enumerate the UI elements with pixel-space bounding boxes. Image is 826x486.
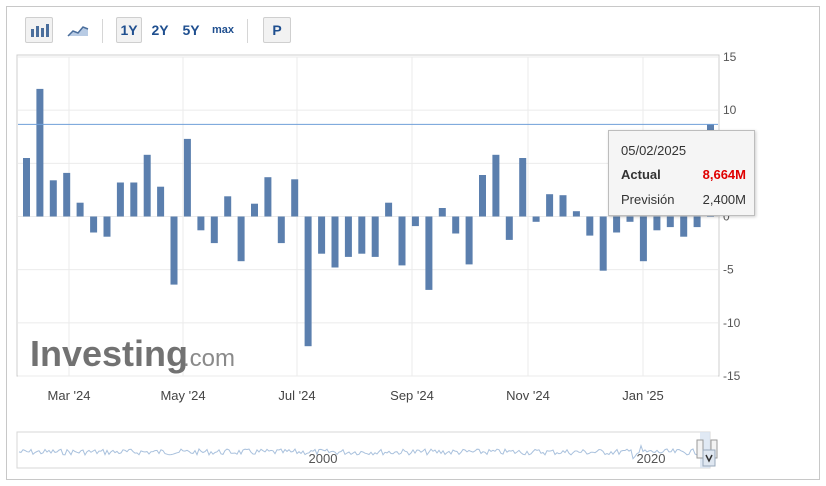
y-tick-label: -10	[723, 316, 741, 330]
range-max-button[interactable]: max	[208, 17, 238, 43]
y-tick-label: -5	[723, 263, 734, 277]
x-tick-label: Jan '25	[622, 388, 664, 403]
bar[interactable]	[157, 186, 165, 217]
range-5y-button[interactable]: 5Y	[178, 17, 204, 43]
range-max-label: max	[211, 24, 235, 36]
bar[interactable]	[653, 216, 661, 231]
bar[interactable]	[170, 216, 178, 285]
tooltip-actual-value: 8,664M	[702, 167, 746, 182]
y-tick-label: 15	[723, 50, 737, 64]
x-tick-label: Nov '24	[506, 388, 550, 403]
x-tick-label: Jul '24	[278, 388, 315, 403]
bar-chart-icon	[31, 24, 49, 37]
bar[interactable]	[572, 211, 580, 217]
bar[interactable]	[90, 216, 98, 233]
bar[interactable]	[36, 88, 44, 217]
p-button[interactable]: P	[263, 17, 291, 43]
bar[interactable]	[197, 216, 205, 231]
bar[interactable]	[130, 182, 138, 217]
area-chart-icon	[67, 26, 89, 37]
bar[interactable]	[626, 216, 634, 222]
range-1y-label: 1Y	[120, 22, 138, 38]
bar[interactable]	[492, 154, 500, 217]
tooltip-actual-label: Actual	[621, 167, 661, 182]
x-tick-label: May '24	[160, 388, 205, 403]
investing-watermark: Investing .com	[30, 333, 235, 374]
bar[interactable]	[183, 138, 191, 217]
bar[interactable]	[693, 216, 701, 228]
tooltip-forecast-value: 2,400M	[702, 192, 746, 207]
tooltip-date: 05/02/2025	[621, 143, 687, 158]
range-1y-button[interactable]: 1Y	[116, 17, 142, 43]
chevron-down-icon	[705, 454, 713, 463]
navigator-scroll-button[interactable]	[702, 449, 716, 467]
bar[interactable]	[264, 177, 272, 217]
range-5y-label: 5Y	[182, 22, 200, 38]
bar[interactable]	[479, 175, 486, 217]
navigator[interactable]: 2000 2020	[16, 431, 718, 469]
navigator-label: 2000	[309, 451, 338, 466]
bar[interactable]	[639, 216, 647, 262]
bar[interactable]	[385, 202, 393, 217]
bar[interactable]	[23, 158, 30, 217]
y-tick-label: 10	[723, 103, 737, 117]
range-2y-button[interactable]: 2Y	[147, 17, 173, 43]
bar[interactable]	[438, 208, 446, 217]
bar[interactable]	[291, 179, 299, 217]
bar[interactable]	[344, 216, 352, 257]
bar[interactable]	[237, 216, 245, 262]
bar-chart-toggle[interactable]	[25, 17, 53, 43]
bar[interactable]	[505, 216, 513, 240]
bar[interactable]	[318, 216, 326, 254]
bar[interactable]	[304, 216, 312, 347]
bar[interactable]	[599, 216, 607, 271]
toolbar-divider	[102, 19, 103, 43]
navigator-label: 2020	[637, 451, 666, 466]
x-tick-label: Sep '24	[390, 388, 434, 403]
bar[interactable]	[411, 216, 419, 227]
tooltip: 05/02/2025 Actual 8,664M Previsión 2,400…	[608, 130, 755, 216]
bar[interactable]	[465, 216, 473, 265]
bar[interactable]	[76, 202, 84, 217]
bar[interactable]	[116, 182, 124, 217]
bar[interactable]	[63, 172, 71, 217]
toolbar-divider	[247, 19, 248, 43]
bar[interactable]	[398, 216, 406, 266]
y-tick-label: 0	[723, 210, 730, 224]
bar[interactable]	[103, 216, 111, 237]
bar[interactable]	[371, 216, 379, 257]
y-tick-label: -15	[723, 369, 741, 383]
bar[interactable]	[680, 216, 688, 237]
watermark-suffix: .com	[183, 345, 235, 372]
bar[interactable]	[586, 216, 594, 236]
chart-widget: 1Y 2Y 5Y max P	[6, 6, 820, 480]
bar[interactable]	[358, 216, 366, 254]
bar[interactable]	[331, 216, 339, 268]
bar[interactable]	[425, 216, 433, 290]
bar[interactable]	[143, 154, 151, 217]
bar[interactable]	[224, 196, 232, 217]
navigator-handle-left[interactable]	[696, 439, 704, 459]
p-label: P	[272, 22, 282, 38]
range-2y-label: 2Y	[151, 22, 169, 38]
navigator-series	[18, 444, 708, 460]
bar[interactable]	[559, 195, 567, 217]
bar[interactable]	[666, 216, 674, 228]
bar[interactable]	[519, 158, 527, 217]
bar[interactable]	[532, 216, 540, 222]
bar[interactable]	[251, 203, 258, 217]
bar[interactable]	[613, 216, 621, 233]
bar[interactable]	[546, 194, 554, 217]
x-tick-label: Mar '24	[48, 388, 91, 403]
bar[interactable]	[49, 180, 57, 217]
bar[interactable]	[277, 216, 285, 244]
navigator-track	[16, 431, 711, 469]
tooltip-forecast-label: Previsión	[621, 192, 675, 207]
bar[interactable]	[210, 216, 218, 244]
bar[interactable]	[452, 216, 460, 234]
watermark-brand: Investing	[30, 333, 188, 374]
area-chart-toggle[interactable]	[63, 17, 93, 43]
